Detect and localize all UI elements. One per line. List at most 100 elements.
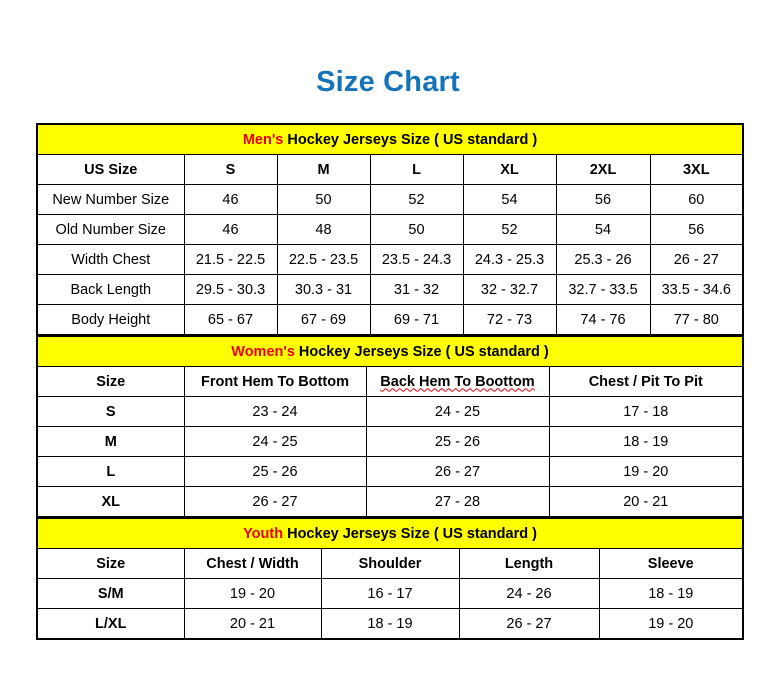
youth-row-0-cell-2: 16 - 17: [320, 578, 460, 609]
youth-row-1-cell-2: 18 - 19: [320, 608, 460, 640]
womens-header-cell-2: Back Hem To Boottom: [365, 366, 550, 397]
mens-row-3-cell-6: 33.5 - 34.6: [649, 274, 744, 305]
womens-row-2-label: L: [36, 456, 185, 487]
mens-row-1-cell-5: 54: [555, 214, 651, 245]
womens-row-0-cell-2: 24 - 25: [365, 396, 550, 427]
mens-row-1-cell-4: 52: [462, 214, 557, 245]
table-header-row: Size Chest / Width Shoulder Length Sleev…: [36, 548, 744, 579]
mens-header-cell-4: XL: [462, 154, 557, 185]
mens-row-4-cell-6: 77 - 80: [649, 304, 744, 336]
youth-header-cell-0: Size: [36, 548, 185, 579]
womens-header-cell-3: Chest / Pit To Pit: [548, 366, 744, 397]
youth-row-0-cell-4: 18 - 19: [598, 578, 744, 609]
mens-row-4-cell-2: 67 - 69: [276, 304, 371, 336]
table-row: Back Length 29.5 - 30.3 30.3 - 31 31 - 3…: [36, 274, 744, 305]
mens-row-3-cell-1: 29.5 - 30.3: [183, 274, 278, 305]
table-row: S 23 - 24 24 - 25 17 - 18: [36, 396, 744, 427]
mens-row-1-cell-1: 46: [183, 214, 278, 245]
mens-row-2-cell-2: 22.5 - 23.5: [276, 244, 371, 275]
mens-row-0-cell-3: 52: [369, 184, 464, 215]
womens-row-0-cell-1: 23 - 24: [183, 396, 367, 427]
size-chart-tables: Men's Hockey Jerseys Size ( US standard …: [36, 123, 745, 640]
mens-row-1-cell-2: 48: [276, 214, 371, 245]
youth-banner-rest: Hockey Jerseys Size ( US standard ): [283, 525, 537, 542]
youth-header-cell-2: Shoulder: [320, 548, 460, 579]
womens-row-1-label: M: [36, 426, 185, 457]
mens-header-cell-0: US Size: [36, 154, 185, 185]
womens-row-3-label: XL: [36, 486, 185, 518]
table-row: New Number Size 46 50 52 54 56 60: [36, 184, 744, 215]
mens-row-2-cell-6: 26 - 27: [649, 244, 744, 275]
mens-size-table: Men's Hockey Jerseys Size ( US standard …: [36, 123, 745, 336]
table-row: Width Chest 21.5 - 22.5 22.5 - 23.5 23.5…: [36, 244, 744, 275]
mens-row-4-cell-3: 69 - 71: [369, 304, 464, 336]
youth-row-1-cell-1: 20 - 21: [183, 608, 322, 640]
mens-banner-rest: Hockey Jerseys Size ( US standard ): [283, 131, 538, 148]
table-banner-row: Youth Hockey Jerseys Size ( US standard …: [36, 518, 744, 549]
womens-row-1-cell-3: 18 - 19: [548, 426, 744, 457]
mens-row-1-label: Old Number Size: [36, 214, 185, 245]
table-row: Body Height 65 - 67 67 - 69 69 - 71 72 -…: [36, 304, 744, 336]
womens-banner-rest: Hockey Jerseys Size ( US standard ): [294, 343, 549, 360]
mens-row-0-cell-4: 54: [462, 184, 557, 215]
womens-header-cell-0: Size: [36, 366, 185, 397]
womens-header-cell-1: Front Hem To Bottom: [183, 366, 367, 397]
womens-row-1-cell-2: 25 - 26: [365, 426, 550, 457]
womens-row-3-cell-2: 27 - 28: [365, 486, 550, 518]
womens-row-2-cell-2: 26 - 27: [365, 456, 550, 487]
youth-row-0-label: S/M: [36, 578, 185, 609]
page-title: Size Chart: [316, 66, 460, 98]
mens-row-4-label: Body Height: [36, 304, 185, 336]
mens-row-4-cell-4: 72 - 73: [462, 304, 557, 336]
mens-row-4-cell-1: 65 - 67: [183, 304, 278, 336]
womens-row-0-cell-3: 17 - 18: [548, 396, 744, 427]
youth-row-0-cell-1: 19 - 20: [183, 578, 322, 609]
table-row: L/XL 20 - 21 18 - 19 26 - 27 19 - 20: [36, 608, 744, 640]
mens-row-1-cell-6: 56: [649, 214, 744, 245]
womens-banner-accent: Women's: [231, 343, 295, 360]
table-banner-row: Women's Hockey Jerseys Size ( US standar…: [36, 336, 744, 367]
youth-banner-accent: Youth: [243, 525, 284, 542]
womens-size-table: Women's Hockey Jerseys Size ( US standar…: [36, 336, 745, 518]
mens-row-0-cell-1: 46: [183, 184, 278, 215]
mens-row-4-cell-5: 74 - 76: [555, 304, 651, 336]
youth-header-cell-3: Length: [458, 548, 600, 579]
youth-size-table: Youth Hockey Jerseys Size ( US standard …: [36, 518, 745, 640]
mens-header-cell-6: 3XL: [649, 154, 744, 185]
youth-row-1-cell-3: 26 - 27: [458, 608, 600, 640]
table-row: L 25 - 26 26 - 27 19 - 20: [36, 456, 744, 487]
mens-header-cell-3: L: [369, 154, 464, 185]
mens-row-3-label: Back Length: [36, 274, 185, 305]
table-banner-row: Men's Hockey Jerseys Size ( US standard …: [36, 123, 744, 155]
mens-banner: Men's Hockey Jerseys Size ( US standard …: [36, 123, 744, 155]
mens-row-1-cell-3: 50: [369, 214, 464, 245]
table-header-row: US Size S M L XL 2XL 3XL: [36, 154, 744, 185]
mens-row-0-cell-5: 56: [555, 184, 651, 215]
mens-row-2-cell-4: 24.3 - 25.3: [462, 244, 557, 275]
mens-row-2-cell-3: 23.5 - 24.3: [369, 244, 464, 275]
womens-row-0-label: S: [36, 396, 185, 427]
womens-header-cell-2-text: Back Hem To Boottom: [380, 373, 535, 390]
table-row: M 24 - 25 25 - 26 18 - 19: [36, 426, 744, 457]
youth-banner: Youth Hockey Jerseys Size ( US standard …: [36, 518, 744, 549]
mens-row-0-cell-6: 60: [649, 184, 744, 215]
mens-row-0-label: New Number Size: [36, 184, 185, 215]
table-row: S/M 19 - 20 16 - 17 24 - 26 18 - 19: [36, 578, 744, 609]
mens-row-2-label: Width Chest: [36, 244, 185, 275]
mens-row-2-cell-5: 25.3 - 26: [555, 244, 651, 275]
mens-row-3-cell-2: 30.3 - 31: [276, 274, 371, 305]
mens-header-cell-5: 2XL: [555, 154, 651, 185]
mens-row-3-cell-4: 32 - 32.7: [462, 274, 557, 305]
youth-row-1-label: L/XL: [36, 608, 185, 640]
womens-row-3-cell-1: 26 - 27: [183, 486, 367, 518]
table-row: Old Number Size 46 48 50 52 54 56: [36, 214, 744, 245]
womens-row-2-cell-1: 25 - 26: [183, 456, 367, 487]
mens-row-3-cell-5: 32.7 - 33.5: [555, 274, 651, 305]
womens-row-1-cell-1: 24 - 25: [183, 426, 367, 457]
womens-banner: Women's Hockey Jerseys Size ( US standar…: [36, 336, 744, 367]
mens-banner-accent: Men's: [242, 131, 284, 148]
mens-header-cell-1: S: [183, 154, 278, 185]
mens-row-2-cell-1: 21.5 - 22.5: [183, 244, 278, 275]
mens-row-3-cell-3: 31 - 32: [369, 274, 464, 305]
